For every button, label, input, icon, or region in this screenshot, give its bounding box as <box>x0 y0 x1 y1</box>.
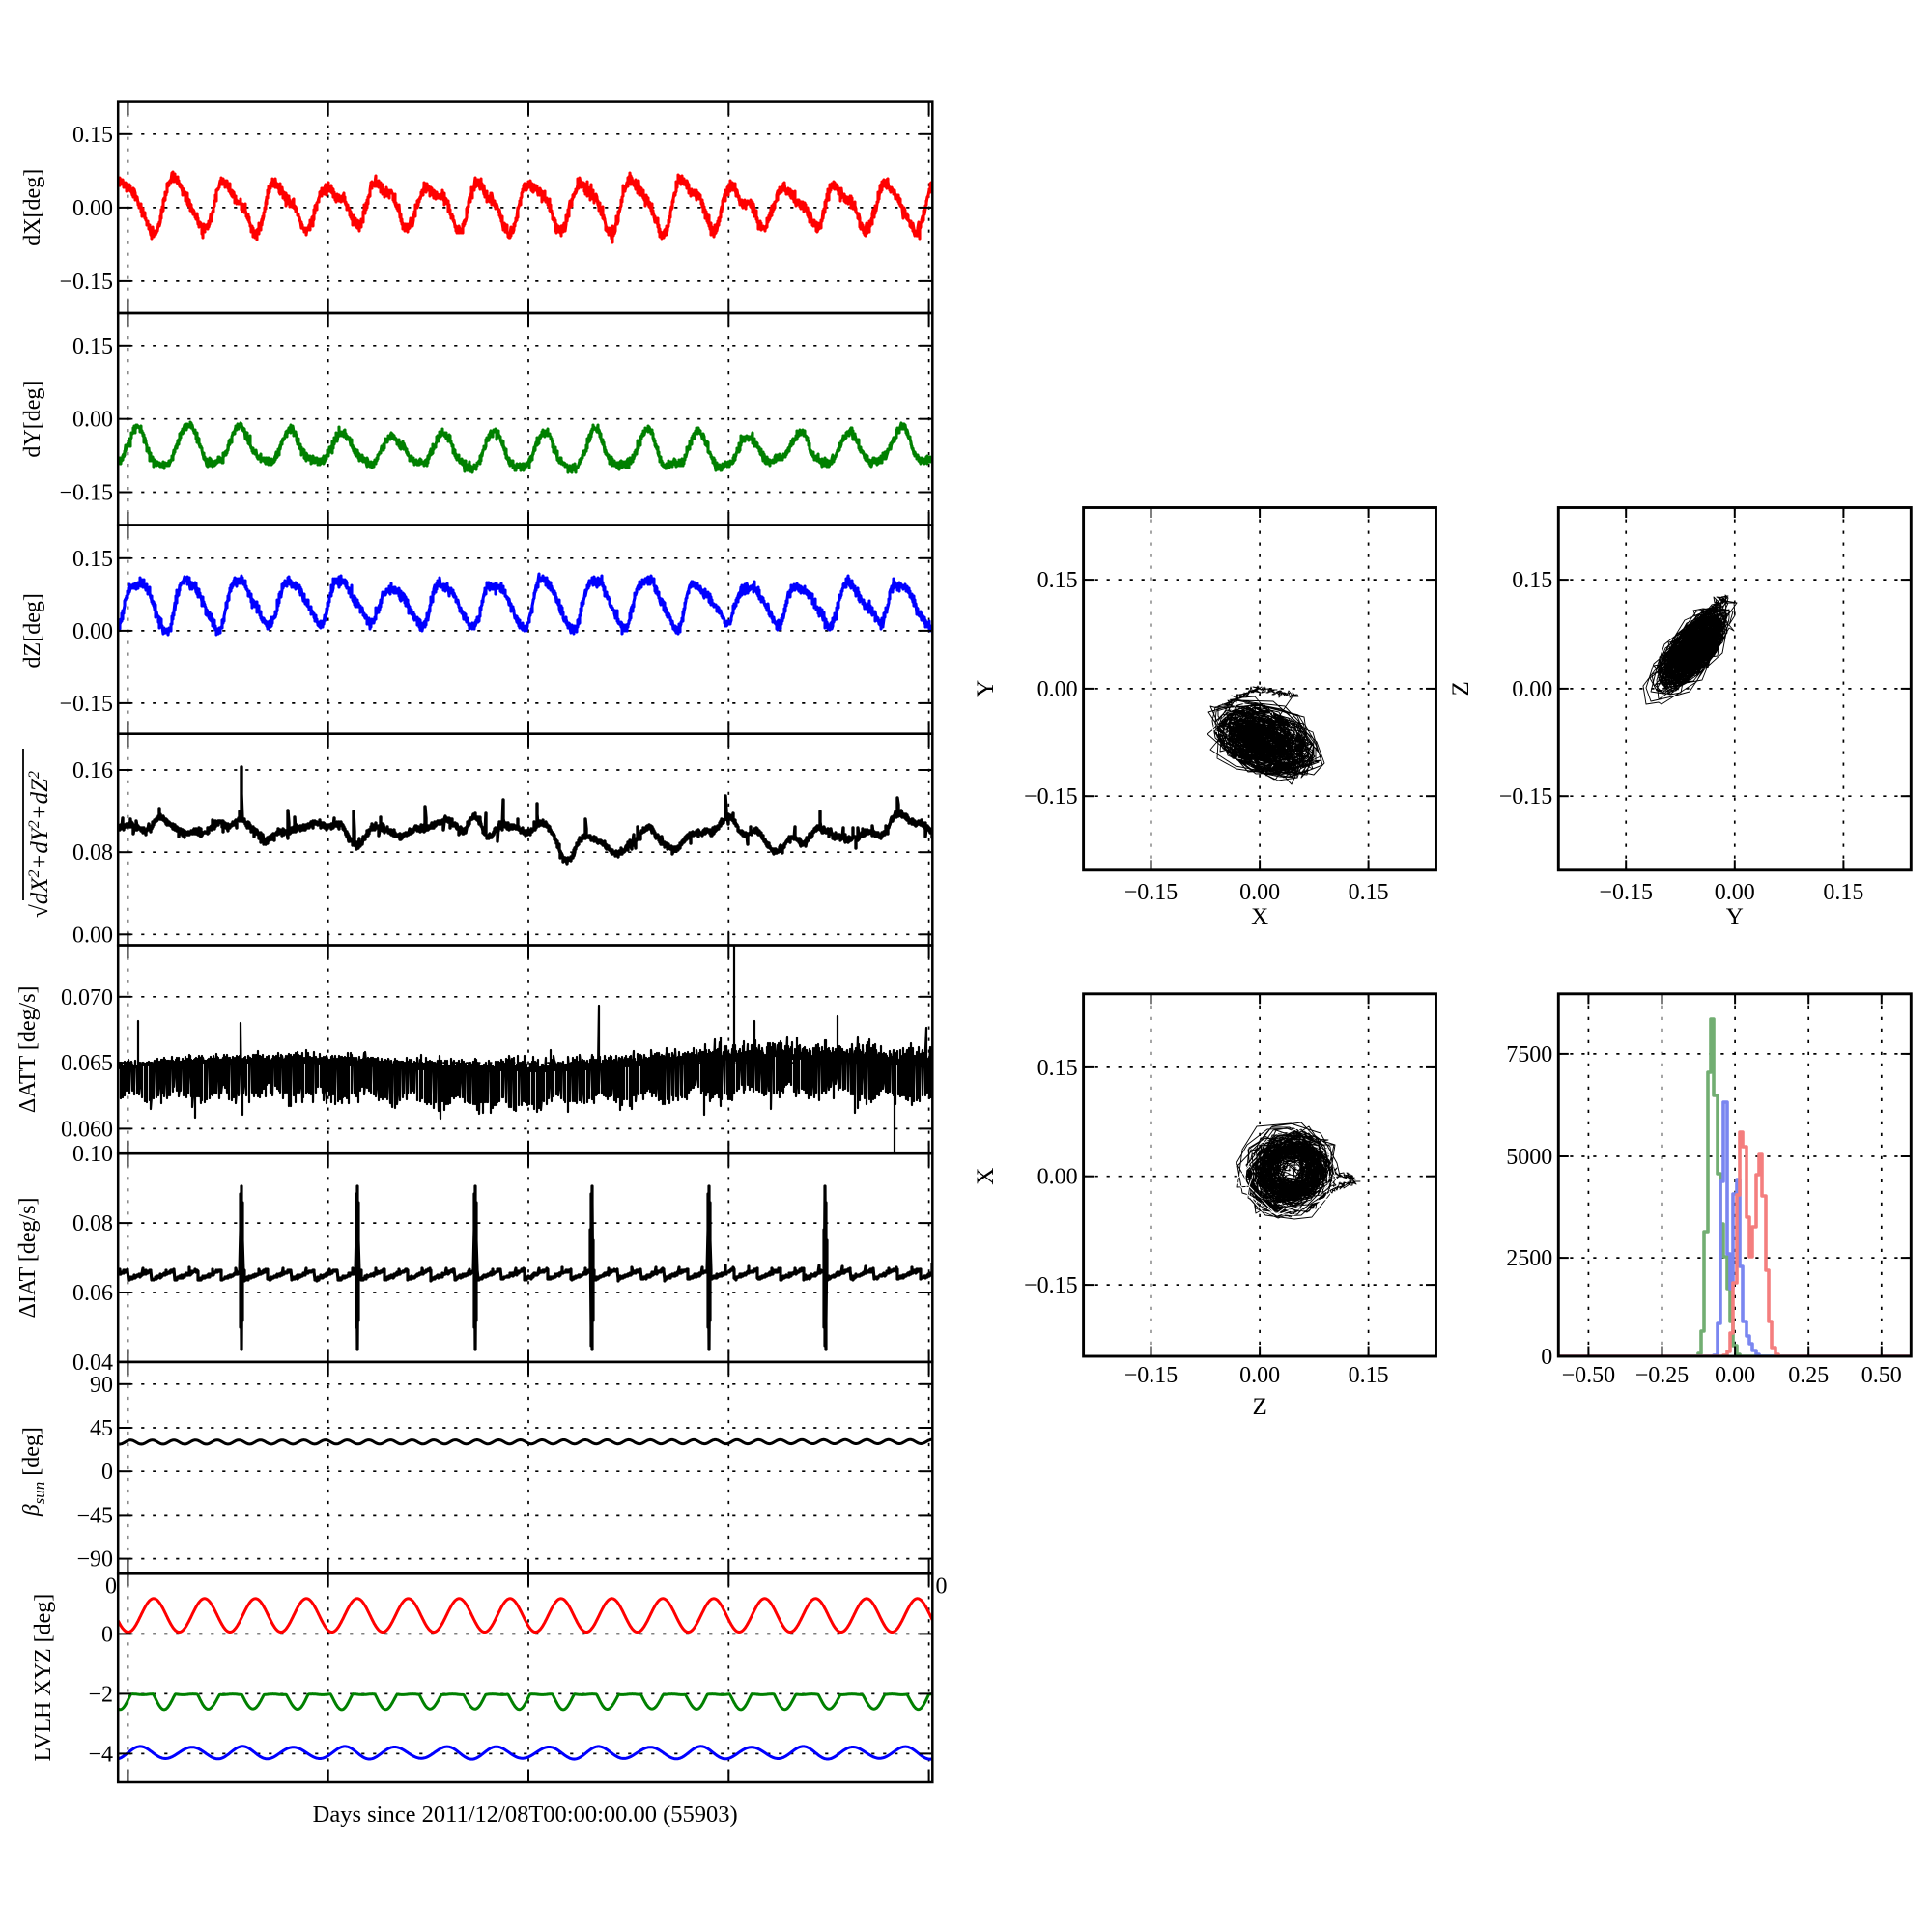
svg-text:−0.25: −0.25 <box>1635 1363 1690 1388</box>
svg-text:0.08: 0.08 <box>72 1211 113 1236</box>
svg-text:−4: −4 <box>88 1742 113 1767</box>
svg-text:−0.15: −0.15 <box>1024 784 1078 810</box>
svg-text:0.00: 0.00 <box>1715 880 1755 905</box>
svg-text:0.15: 0.15 <box>1349 880 1389 905</box>
svg-text:0.10: 0.10 <box>72 1142 113 1167</box>
svg-text:0.065: 0.065 <box>61 1051 113 1076</box>
svg-text:0.00: 0.00 <box>1512 677 1552 702</box>
svg-text:0.00: 0.00 <box>1037 677 1078 702</box>
svg-text:0.50: 0.50 <box>1861 1363 1902 1388</box>
svg-text:−2: −2 <box>88 1682 113 1707</box>
svg-text:0.070: 0.070 <box>61 985 113 1010</box>
svg-text:−90: −90 <box>76 1548 113 1573</box>
svg-text:LVLH XYZ [deg]: LVLH XYZ [deg] <box>31 1594 56 1762</box>
svg-text:0.15: 0.15 <box>72 123 113 148</box>
svg-text:dZ[deg]: dZ[deg] <box>20 593 45 668</box>
svg-text:90: 90 <box>90 1373 113 1398</box>
svg-text:0: 0 <box>101 1460 113 1485</box>
svg-text:0.15: 0.15 <box>1349 1363 1389 1388</box>
svg-text:−0.15: −0.15 <box>59 481 113 506</box>
svg-text:−0.50: −0.50 <box>1562 1363 1616 1388</box>
svg-text:7500: 7500 <box>1506 1042 1552 1067</box>
svg-text:ΔATT [deg/s]: ΔATT [deg/s] <box>15 985 41 1113</box>
svg-text:0: 0 <box>1541 1345 1552 1370</box>
svg-text:0.08: 0.08 <box>72 840 113 866</box>
svg-text:−0.15: −0.15 <box>1024 1273 1078 1298</box>
svg-text:0.25: 0.25 <box>1788 1363 1829 1388</box>
svg-text:−0.15: −0.15 <box>1599 880 1653 905</box>
svg-text:0.15: 0.15 <box>1512 568 1552 593</box>
svg-text:0: 0 <box>105 1575 117 1600</box>
svg-text:0.15: 0.15 <box>1037 568 1078 593</box>
svg-text:0.00: 0.00 <box>72 923 113 948</box>
svg-text:0.00: 0.00 <box>72 408 113 433</box>
svg-text:2500: 2500 <box>1506 1246 1552 1271</box>
svg-text:0.15: 0.15 <box>72 547 113 572</box>
svg-text:βsun [deg]: βsun [deg] <box>19 1427 48 1517</box>
svg-text:−0.15: −0.15 <box>1124 1363 1179 1388</box>
svg-text:X: X <box>973 1168 999 1185</box>
svg-text:Y: Y <box>1726 904 1744 930</box>
svg-text:Days since 2011/12/08T00:00:00: Days since 2011/12/08T00:00:00.00 (55903… <box>313 1802 738 1828</box>
svg-text:0: 0 <box>936 1575 948 1600</box>
svg-text:−0.15: −0.15 <box>59 270 113 295</box>
svg-text:dX[deg]: dX[deg] <box>20 169 45 246</box>
svg-text:Y: Y <box>973 680 999 697</box>
svg-text:0.15: 0.15 <box>1037 1056 1078 1081</box>
svg-text:0.060: 0.060 <box>61 1117 113 1142</box>
svg-text:0.00: 0.00 <box>72 196 113 221</box>
svg-text:5000: 5000 <box>1506 1145 1552 1170</box>
svg-text:X: X <box>1251 904 1268 930</box>
svg-text:0.04: 0.04 <box>72 1350 113 1376</box>
svg-text:0: 0 <box>101 1622 113 1647</box>
svg-text:0.00: 0.00 <box>1239 880 1280 905</box>
svg-text:Z: Z <box>1448 681 1474 696</box>
svg-text:0.00: 0.00 <box>1037 1165 1078 1190</box>
svg-text:−45: −45 <box>76 1503 113 1528</box>
svg-text:0.00: 0.00 <box>1239 1363 1280 1388</box>
svg-text:−0.15: −0.15 <box>1124 880 1179 905</box>
svg-text:−0.15: −0.15 <box>1499 784 1553 810</box>
svg-text:0.16: 0.16 <box>72 758 113 783</box>
svg-text:0.15: 0.15 <box>72 334 113 359</box>
svg-text:0.06: 0.06 <box>72 1281 113 1306</box>
svg-text:0.00: 0.00 <box>1715 1363 1755 1388</box>
svg-text:√dX2+dY2+dZ2: √dX2+dY2+dZ2 <box>26 771 53 918</box>
svg-text:0.15: 0.15 <box>1823 880 1863 905</box>
svg-text:0.00: 0.00 <box>72 619 113 644</box>
svg-text:ΔIAT [deg/s]: ΔIAT [deg/s] <box>15 1198 41 1319</box>
svg-text:45: 45 <box>90 1416 113 1441</box>
svg-text:Z: Z <box>1252 1394 1266 1420</box>
svg-text:−0.15: −0.15 <box>59 692 113 717</box>
svg-text:dY[deg]: dY[deg] <box>20 381 45 458</box>
